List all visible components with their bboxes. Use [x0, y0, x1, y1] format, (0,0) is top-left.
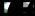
Case3: [4, 12, 5, 13]
Line: Case1: Case1: [3, 1, 15, 4]
Line: Case4: Case4: [3, 10, 15, 12]
Case5: [4, 12, 5, 13]
Line: Case1: Case1: [21, 2, 34, 4]
Line: Case6: Case6: [21, 9, 34, 12]
Case4: [21, 3, 22, 4]
Line: Case5: Case5: [3, 12, 15, 13]
Case4: [32, 7, 33, 8]
Case3: [3, 12, 4, 13]
Case6: [4, 12, 5, 13]
Text: (b): (b): [21, 1, 35, 16]
Line: Case4: Case4: [21, 3, 34, 8]
Case6: [4, 12, 5, 13]
Case1: [26, 2, 27, 3]
Case6: [3, 12, 4, 13]
Line: Case3: Case3: [3, 12, 15, 13]
Legend: Case1, Case3, Case4, Case5, Case6: Case1, Case3, Case4, Case5, Case6: [33, 0, 35, 1]
Case5: [4, 12, 5, 13]
Text: (a): (a): [3, 1, 35, 16]
Line: Case5: Case5: [21, 9, 31, 12]
Line: Case6: Case6: [3, 12, 15, 13]
Case4: [4, 10, 5, 11]
Case4: [9, 11, 10, 12]
Line: Case3: Case3: [21, 4, 34, 8]
Legend: Case1, Case3, Case4, Case5, Case6: Case1, Case3, Case4, Case5, Case6: [0, 0, 16, 16]
Case5: [26, 10, 27, 11]
Case5: [29, 11, 30, 12]
